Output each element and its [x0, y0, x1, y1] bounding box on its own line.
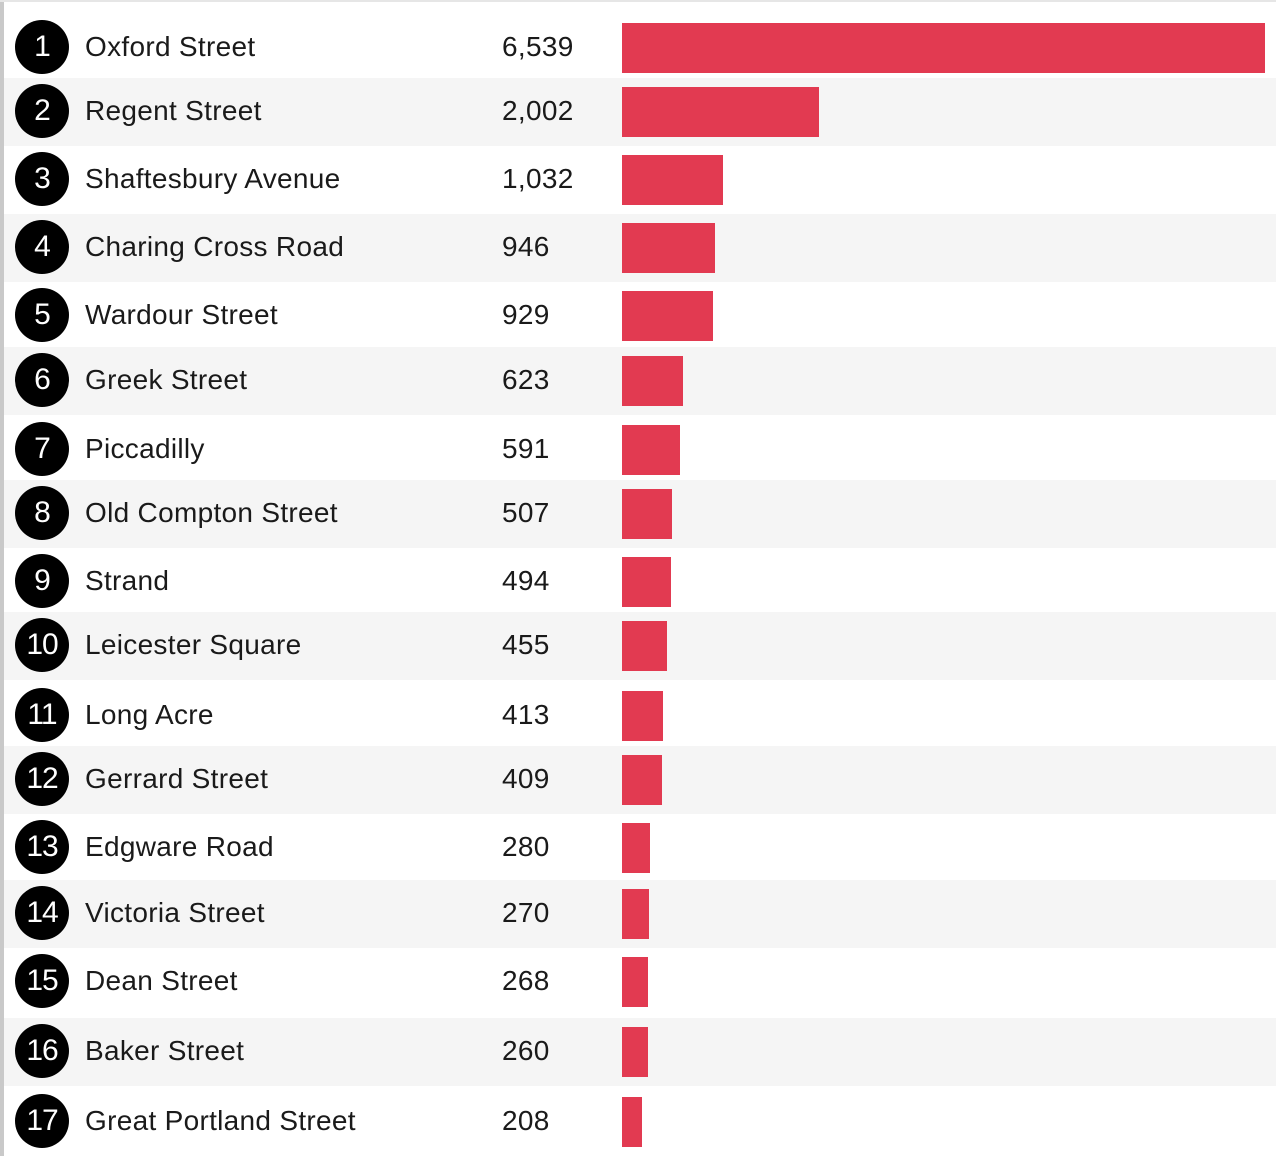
chart-row: 15 Dean Street 268 [4, 948, 1276, 1016]
value-label: 208 [502, 1105, 550, 1136]
chart-row: 17 Great Portland Street 208 [4, 1088, 1276, 1156]
category-label: Edgware Road [85, 831, 274, 862]
rank-badge: 5 [15, 288, 69, 342]
value-label: 455 [502, 629, 550, 660]
category-label: Charing Cross Road [85, 231, 345, 262]
rank-badge: 9 [15, 554, 69, 608]
category-label: Oxford Street [85, 31, 256, 62]
value-label: 270 [502, 897, 550, 928]
right-margin [1276, 0, 1288, 1156]
value-label: 1,032 [502, 163, 574, 194]
bar [622, 889, 649, 939]
category-label: Old Compton Street [85, 497, 338, 528]
bar [622, 691, 663, 741]
chart-row: 6 Greek Street 623 [4, 347, 1276, 415]
chart-row: 1 Oxford Street 6,539 [4, 14, 1276, 82]
category-label: Regent Street [85, 95, 262, 126]
chart-row: 14 Victoria Street 270 [4, 880, 1276, 948]
rank-badge: 7 [15, 422, 69, 476]
value-label: 2,002 [502, 95, 574, 126]
value-label: 413 [502, 699, 550, 730]
bar [622, 356, 683, 406]
bar [622, 23, 1265, 73]
chart-row: 8 Old Compton Street 507 [4, 480, 1276, 548]
rank-badge: 1 [15, 20, 69, 74]
chart-row: 7 Piccadilly 591 [4, 416, 1276, 484]
category-label: Dean Street [85, 965, 238, 996]
rank-badge: 17 [15, 1094, 69, 1148]
bar [622, 87, 819, 137]
category-label: Gerrard Street [85, 763, 269, 794]
rank-badge: 2 [15, 84, 69, 138]
category-label: Long Acre [85, 699, 214, 730]
bar [622, 1097, 642, 1147]
bar [622, 489, 672, 539]
chart-row: 16 Baker Street 260 [4, 1018, 1276, 1086]
category-label: Baker Street [85, 1035, 245, 1066]
rank-badge: 6 [15, 353, 69, 407]
left-border [0, 0, 4, 1156]
bar [622, 621, 667, 671]
rank-badge: 13 [15, 820, 69, 874]
top-border [0, 0, 1288, 2]
value-label: 6,539 [502, 31, 574, 62]
rank-badge: 3 [15, 152, 69, 206]
rank-badge: 16 [15, 1024, 69, 1078]
chart-row: 2 Regent Street 2,002 [4, 78, 1276, 146]
bar [622, 291, 713, 341]
value-label: 507 [502, 497, 550, 528]
chart-row: 9 Strand 494 [4, 548, 1276, 616]
value-label: 929 [502, 299, 550, 330]
value-label: 591 [502, 433, 550, 464]
chart-row: 13 Edgware Road 280 [4, 814, 1276, 882]
rank-badge: 15 [15, 954, 69, 1008]
category-label: Victoria Street [85, 897, 265, 928]
bar [622, 155, 723, 205]
category-label: Strand [85, 565, 170, 596]
bar [622, 1027, 648, 1077]
chart-row: 4 Charing Cross Road 946 [4, 214, 1276, 282]
rank-badge: 12 [15, 752, 69, 806]
bar [622, 755, 662, 805]
rank-badge: 10 [15, 618, 69, 672]
chart-row: 10 Leicester Square 455 [4, 612, 1276, 680]
value-label: 268 [502, 965, 550, 996]
value-label: 260 [502, 1035, 550, 1066]
bar [622, 557, 671, 607]
chart-row: 12 Gerrard Street 409 [4, 746, 1276, 814]
chart-row: 11 Long Acre 413 [4, 682, 1276, 750]
bar [622, 425, 680, 475]
value-label: 946 [502, 231, 550, 262]
category-label: Piccadilly [85, 433, 205, 464]
category-label: Leicester Square [85, 629, 302, 660]
category-label: Shaftesbury Avenue [85, 163, 341, 194]
rank-badge: 14 [15, 886, 69, 940]
bar [622, 823, 650, 873]
rank-badge: 4 [15, 220, 69, 274]
bar [622, 957, 648, 1007]
value-label: 280 [502, 831, 550, 862]
category-label: Greek Street [85, 364, 248, 395]
bar [622, 223, 715, 273]
chart-row: 3 Shaftesbury Avenue 1,032 [4, 146, 1276, 214]
value-label: 494 [502, 565, 550, 596]
chart-row: 5 Wardour Street 929 [4, 282, 1276, 350]
rank-badge: 11 [15, 688, 69, 742]
category-label: Great Portland Street [85, 1105, 356, 1136]
value-label: 623 [502, 364, 550, 395]
rank-badge: 8 [15, 486, 69, 540]
value-label: 409 [502, 763, 550, 794]
category-label: Wardour Street [85, 299, 279, 330]
